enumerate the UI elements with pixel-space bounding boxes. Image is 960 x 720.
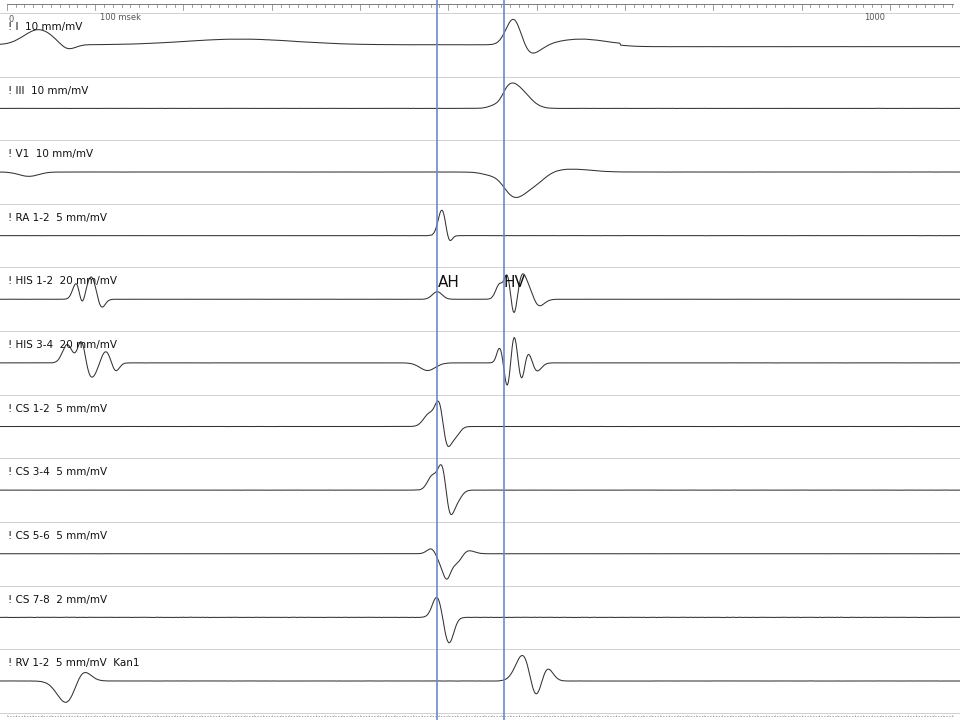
Text: ! RV 1-2  5 mm/mV  Kan1: ! RV 1-2 5 mm/mV Kan1 <box>8 658 139 668</box>
Text: 1000: 1000 <box>864 13 885 22</box>
Text: ! HIS 1-2  20 mm/mV: ! HIS 1-2 20 mm/mV <box>8 276 117 287</box>
Text: AH: AH <box>438 275 460 290</box>
Text: ! RA 1-2  5 mm/mV: ! RA 1-2 5 mm/mV <box>8 213 107 222</box>
Text: ! CS 3-4  5 mm/mV: ! CS 3-4 5 mm/mV <box>8 467 107 477</box>
Text: ! CS 5-6  5 mm/mV: ! CS 5-6 5 mm/mV <box>8 531 107 541</box>
Text: 100 msek: 100 msek <box>100 13 141 22</box>
Text: ! CS 7-8  2 mm/mV: ! CS 7-8 2 mm/mV <box>8 595 107 605</box>
Text: HV: HV <box>503 275 525 290</box>
Text: ! V1  10 mm/mV: ! V1 10 mm/mV <box>8 149 93 159</box>
Text: ! III  10 mm/mV: ! III 10 mm/mV <box>8 86 88 96</box>
Text: ! CS 1-2  5 mm/mV: ! CS 1-2 5 mm/mV <box>8 404 107 414</box>
Text: ! HIS 3-4  20 mm/mV: ! HIS 3-4 20 mm/mV <box>8 340 117 350</box>
Text: 0: 0 <box>9 15 13 24</box>
Text: ! I  10 mm/mV: ! I 10 mm/mV <box>8 22 82 32</box>
